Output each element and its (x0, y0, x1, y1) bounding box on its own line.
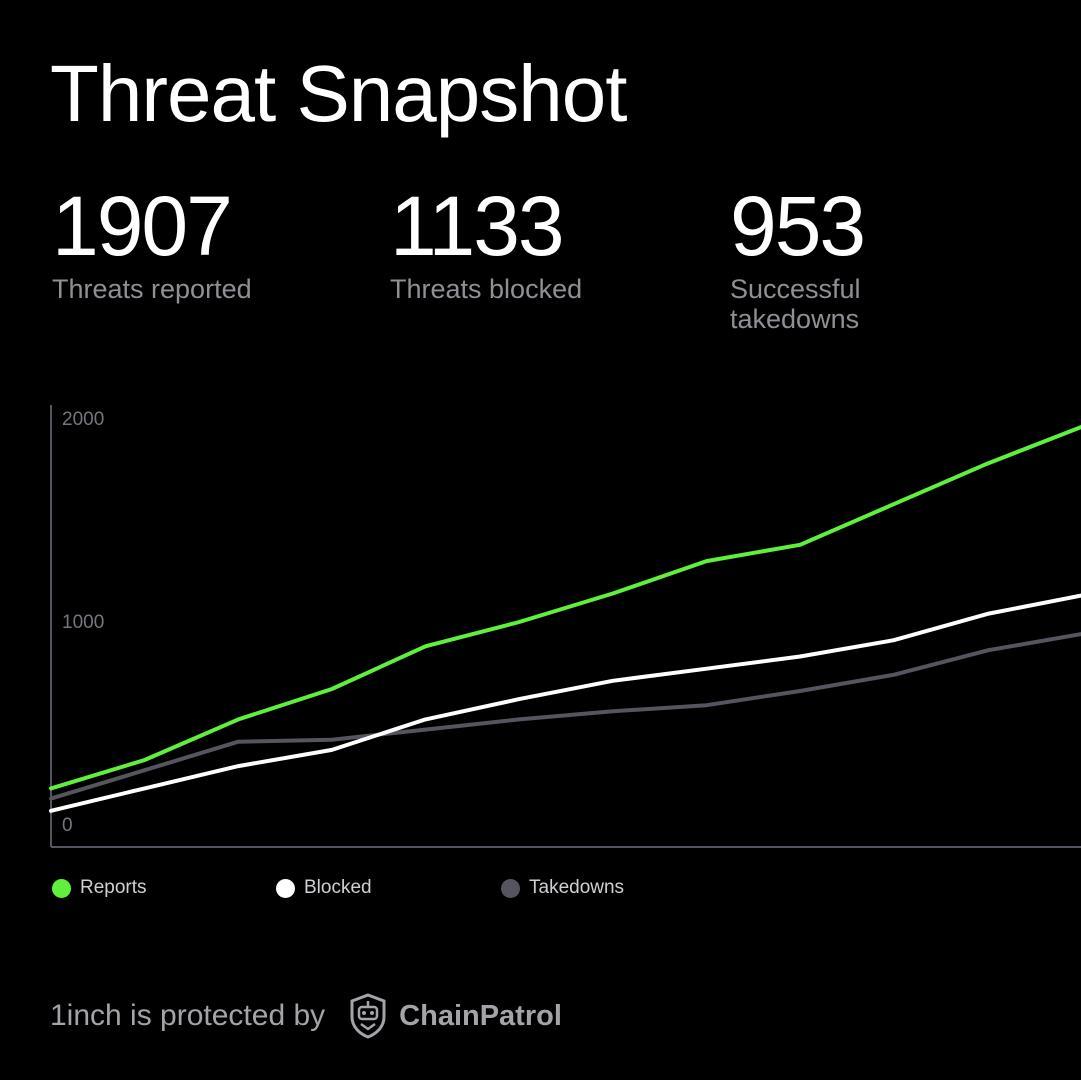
stat-value: 953 (730, 179, 866, 273)
legend-item-blocked: Blocked (276, 877, 372, 899)
legend-dot (501, 878, 520, 898)
stat-label: Threats reported (52, 274, 252, 305)
legend-dot (52, 878, 71, 898)
chart-legend: Reports Blocked Takedowns (0, 877, 1081, 907)
legend-label: Takedowns (529, 877, 625, 898)
footer: 1inch is protected by ChainPatrol (50, 990, 562, 1042)
stat-value: 1907 (52, 179, 233, 273)
y-tick-label: 0 (62, 815, 73, 836)
stat-label: Threats blocked (390, 274, 583, 305)
legend-item-reports: Reports (52, 877, 147, 899)
stat-threats-reported: 1907 Threats reported (52, 179, 252, 305)
legend-item-takedowns: Takedowns (501, 877, 624, 899)
stat-threats-blocked: 1133 Threats blocked (390, 179, 583, 305)
brand-name: ChainPatrol (399, 999, 562, 1032)
stat-successful-takedowns: 953 Successful takedowns (730, 179, 930, 335)
legend-label: Reports (80, 877, 147, 898)
legend-dot (276, 878, 295, 898)
y-tick-label: 2000 (62, 409, 104, 430)
series-line-blocked (49, 593, 1081, 813)
footer-text: 1inch is protected by (50, 999, 326, 1032)
stat-label: Successful takedowns (730, 274, 861, 335)
series-line-takedowns (49, 632, 1081, 801)
line-chart: 2000 1000 0 (49, 405, 1081, 848)
brand-logo: ChainPatrol (349, 993, 562, 1039)
series-line-reports (49, 425, 1081, 791)
y-tick-label: 1000 (62, 612, 104, 633)
page-title: Threat Snapshot (50, 49, 627, 138)
shield-robot-icon (350, 993, 386, 1039)
stat-value: 1133 (390, 179, 565, 273)
legend-label: Blocked (304, 877, 372, 898)
